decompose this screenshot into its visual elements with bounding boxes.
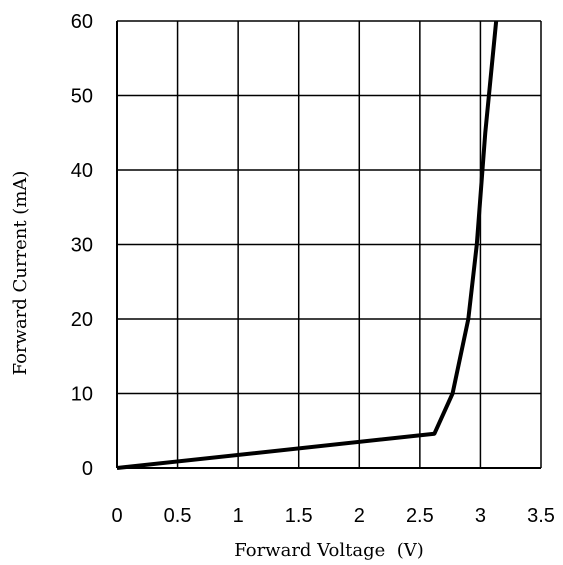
x-tick-label: 3: [475, 505, 486, 527]
y-tick-label: 20: [71, 309, 93, 331]
y-tick-label: 30: [71, 235, 93, 257]
series-layer: [116, 20, 499, 470]
x-axis-title: Forward Voltage (V): [234, 540, 424, 561]
x-tick-label: 3.5: [527, 505, 555, 527]
y-tick-label: 0: [82, 458, 93, 480]
y-axis-title: Forward Current (mA): [10, 171, 31, 376]
y-tick-label: 60: [71, 11, 93, 33]
y-axis-tick-labels: 0 10 20 30 40 50 60: [71, 11, 93, 480]
x-tick-label: 0.5: [164, 505, 192, 527]
y-tick-label: 50: [71, 86, 93, 108]
x-tick-label: 1: [233, 505, 244, 527]
x-tick-label: 1.5: [285, 505, 313, 527]
y-tick-label: 40: [71, 160, 93, 182]
series-line: [116, 20, 499, 470]
grid-lines: [116, 20, 542, 469]
x-tick-label: 2.5: [406, 505, 434, 527]
y-tick-label: 10: [71, 384, 93, 406]
x-tick-label: 0: [111, 505, 122, 527]
x-axis-tick-labels: 0 0.5 1 1.5 2 2.5 3 3.5: [111, 505, 554, 527]
x-tick-label: 2: [354, 505, 365, 527]
